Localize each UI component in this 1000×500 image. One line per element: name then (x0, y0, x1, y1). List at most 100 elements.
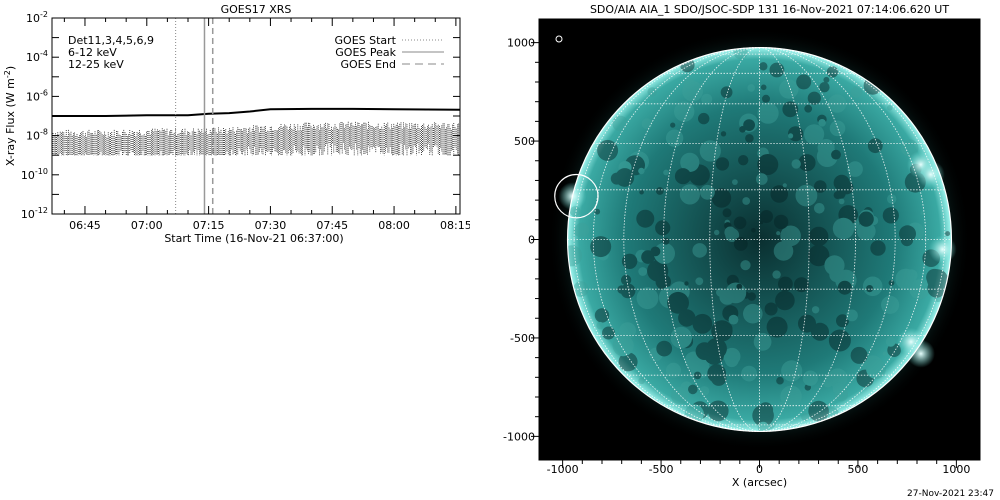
bright-active-region (906, 150, 935, 179)
texture-blob (569, 206, 581, 217)
texture-blob (700, 350, 714, 365)
texture-blob (602, 326, 615, 340)
texture-blob (753, 333, 772, 351)
texture-blob (920, 210, 926, 216)
texture-blob (573, 281, 589, 297)
y-tick-label: 10-6 (26, 88, 48, 103)
texture-blob (833, 191, 842, 200)
texture-blob (620, 283, 636, 299)
longitude-line (759, 47, 896, 432)
texture-blob (885, 336, 896, 347)
texture-blob (619, 322, 636, 339)
texture-blob (869, 215, 879, 226)
texture-blob (655, 187, 664, 195)
texture-blob (743, 119, 755, 131)
texture-blob (823, 377, 833, 388)
texture-blob (866, 359, 886, 379)
texture-blob (728, 314, 739, 325)
texture-blob (705, 338, 727, 359)
texture-blob (772, 270, 781, 279)
texture-blob (707, 400, 729, 422)
texture-blob (691, 415, 698, 421)
texture-blob (638, 267, 648, 276)
texture-blob (850, 346, 868, 364)
texture-blob (904, 171, 926, 193)
texture-blob (647, 260, 669, 282)
texture-blob (680, 381, 693, 394)
texture-blob (647, 87, 657, 97)
footer-timestamp: 27-Nov-2021 23:47 (907, 489, 994, 499)
texture-blob (882, 207, 899, 224)
texture-blob (692, 243, 707, 258)
texture-blob (817, 114, 827, 125)
texture-blob (835, 188, 846, 199)
texture-blob (707, 364, 727, 383)
texture-blob (733, 47, 748, 60)
texture-blob (827, 368, 848, 389)
texture-blob (780, 385, 802, 408)
texture-blob (779, 79, 799, 99)
texture-blob (711, 320, 733, 342)
texture-blob (679, 184, 701, 205)
x-tick-label: 0 (756, 463, 763, 476)
texture-blob (823, 76, 830, 83)
texture-blob (757, 402, 774, 418)
texture-blob (819, 82, 830, 93)
texture-blob (838, 198, 845, 205)
texture-blob (895, 268, 917, 290)
x-tick-label: -500 (649, 463, 674, 476)
y-tick-label: 500 (514, 135, 535, 148)
texture-blob (798, 281, 809, 291)
texture-blob (668, 281, 690, 303)
texture-blob (850, 86, 863, 98)
texture-blob (759, 148, 766, 155)
legend-left-entry: 6-12 keV (68, 46, 117, 59)
texture-blob (867, 138, 883, 154)
texture-blob (752, 404, 774, 427)
y-tick-label: 10-12 (21, 206, 48, 221)
texture-blob (745, 134, 754, 143)
texture-blob (654, 250, 670, 266)
legend-right-entry: GOES Peak (335, 46, 396, 59)
texture-blob (692, 313, 713, 334)
legend-left-entry: 12-25 keV (68, 58, 124, 71)
texture-blob (724, 219, 730, 225)
texture-blob (862, 355, 884, 376)
texture-blob (667, 291, 689, 314)
texture-blob (773, 241, 794, 261)
texture-blob (739, 113, 759, 133)
bright-active-region (916, 160, 945, 189)
chart-title: GOES17 XRS (221, 3, 292, 16)
texture-blob (684, 404, 704, 424)
y-tick-label: 0 (528, 234, 535, 247)
x-tick-label: 07:15 (193, 219, 225, 232)
longitude-line (759, 47, 946, 432)
texture-blob (798, 154, 816, 172)
texture-blob (684, 281, 689, 286)
texture-blob (638, 377, 645, 385)
texture-blob (798, 314, 816, 333)
texture-blob (684, 351, 704, 370)
texture-blob (759, 220, 764, 225)
texture-blob (828, 94, 847, 113)
y-axis-label: X-ray Flux (W m-2) (3, 66, 17, 166)
texture-blob (900, 234, 914, 247)
texture-blob (724, 222, 732, 230)
texture-blob (847, 161, 863, 177)
texture-blob (866, 285, 874, 293)
texture-blob (741, 365, 757, 382)
longitude-line (759, 47, 810, 432)
texture-blob (617, 285, 626, 294)
texture-blob (698, 112, 710, 125)
texture-blob (636, 287, 659, 310)
texture-blob (733, 216, 747, 230)
texture-blob (635, 249, 648, 263)
texture-blob (782, 101, 799, 118)
texture-blob (788, 133, 794, 139)
texture-blob (699, 386, 710, 396)
texture-blob (596, 321, 604, 330)
texture-blob (726, 274, 739, 287)
texture-blob (670, 326, 693, 349)
texture-blob (770, 185, 789, 203)
texture-blob (862, 276, 883, 297)
